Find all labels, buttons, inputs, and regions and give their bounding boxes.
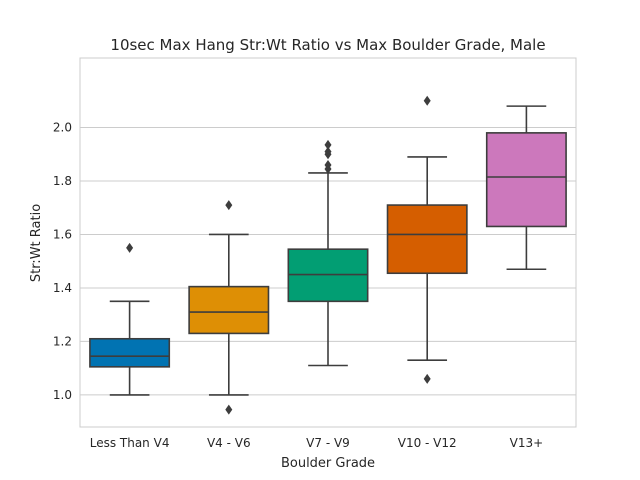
outlier-point xyxy=(324,146,332,157)
y-tick-label: 1.2 xyxy=(53,334,72,348)
outlier-point xyxy=(126,242,134,253)
y-tick-labels: 1.0 1.2 1.4 1.6 1.8 2.0 xyxy=(53,121,72,402)
y-tick-label: 2.0 xyxy=(53,121,72,135)
box-5 xyxy=(485,105,567,271)
outlier-point xyxy=(225,404,233,415)
box-3 xyxy=(287,139,369,367)
box-iqr xyxy=(386,204,468,275)
x-tick-label: V7 - V9 xyxy=(306,436,350,450)
x-tick-label: V10 - V12 xyxy=(398,436,457,450)
x-axis-label: Boulder Grade xyxy=(281,456,375,471)
chart-title: 10sec Max Hang Str:Wt Ratio vs Max Bould… xyxy=(110,36,545,54)
outlier-point xyxy=(423,95,431,106)
boxes-group xyxy=(89,95,567,415)
y-tick-label: 1.0 xyxy=(53,388,72,402)
box-2 xyxy=(188,200,270,415)
outlier-point xyxy=(225,200,233,211)
x-tick-label: V4 - V6 xyxy=(207,436,251,450)
x-tick-label: V13+ xyxy=(510,436,544,450)
box-iqr xyxy=(485,132,567,228)
plot-frame xyxy=(79,57,577,428)
box-iqr xyxy=(89,337,171,368)
y-tick-label: 1.4 xyxy=(53,281,72,295)
outlier-point xyxy=(324,159,332,170)
outlier-point xyxy=(423,373,431,384)
box-4 xyxy=(386,95,468,384)
y-tick-label: 1.8 xyxy=(53,174,72,188)
box-1 xyxy=(89,242,171,396)
box-iqr xyxy=(188,285,270,335)
y-tick-label: 1.6 xyxy=(53,227,72,241)
outlier-point xyxy=(324,139,332,150)
x-tick-label: Less Than V4 xyxy=(90,436,170,450)
y-axis-label: Str:Wt Ratio xyxy=(29,204,44,282)
x-tick-labels: Less Than V4 V4 - V6 V7 - V9 V10 - V12 V13+ xyxy=(90,436,543,450)
